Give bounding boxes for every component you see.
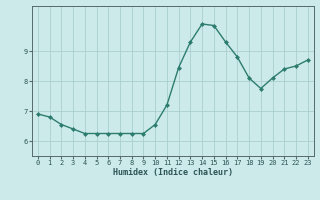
X-axis label: Humidex (Indice chaleur): Humidex (Indice chaleur) [113, 168, 233, 177]
